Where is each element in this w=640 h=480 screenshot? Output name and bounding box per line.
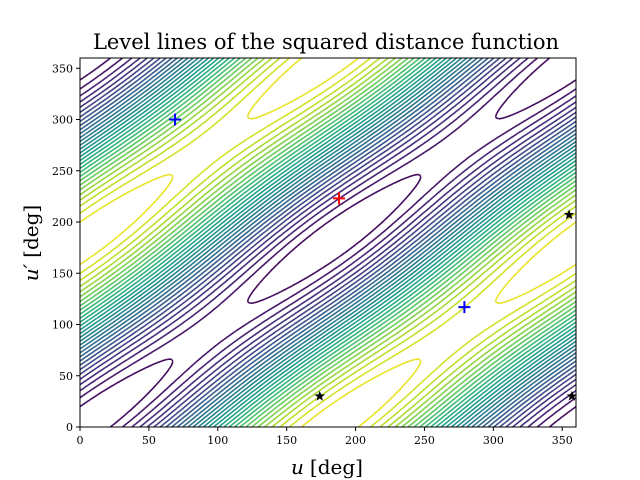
y-tick-label: 100 — [52, 319, 73, 332]
contour-level-line — [79, 57, 577, 428]
contour-level-line — [79, 57, 577, 428]
contour-level-line — [79, 57, 577, 428]
y-tick-label: 350 — [52, 62, 73, 75]
x-tick-label: 300 — [483, 434, 504, 447]
contour-level-line — [79, 57, 577, 428]
y-axis-var: u′ — [19, 263, 43, 281]
y-tick-label: 250 — [52, 165, 73, 178]
x-tick-label: 0 — [77, 434, 84, 447]
contour-level-line — [79, 57, 577, 428]
contour-level-line — [79, 57, 577, 428]
contour-level-line — [79, 57, 577, 428]
plus-marker — [169, 113, 182, 126]
contour-level-line — [79, 57, 577, 428]
contour-level-line — [79, 57, 577, 428]
x-axis-title: u [deg] — [291, 455, 363, 479]
contour-level-line — [79, 57, 577, 428]
contour-level-line — [79, 57, 577, 428]
plot-frame — [79, 57, 577, 428]
y-tick-label: 200 — [52, 216, 73, 229]
star-marker — [563, 209, 575, 220]
x-axis-unit: [deg] — [310, 455, 363, 479]
point-markers — [169, 113, 578, 401]
plus-marker — [333, 192, 346, 205]
contour-level-line — [79, 57, 577, 428]
contour-level-line — [79, 57, 577, 428]
x-tick-label: 150 — [276, 434, 297, 447]
x-tick-label: 350 — [552, 434, 573, 447]
star-marker — [314, 390, 325, 401]
x-tick-label: 100 — [207, 434, 228, 447]
contour-level-line — [79, 57, 577, 428]
plus-marker — [458, 301, 471, 314]
y-axis-title: u′ [deg] — [19, 205, 43, 281]
x-axis-var: u — [291, 455, 304, 479]
y-tick-label: 300 — [52, 114, 73, 127]
chart-title: Level lines of the squared distance func… — [93, 30, 559, 54]
x-axis-ticks: 0 50 100 150 200 250 300 350 — [77, 427, 573, 447]
star-marker — [566, 390, 578, 401]
contour-level-line — [79, 57, 577, 428]
x-tick-label: 250 — [414, 434, 435, 447]
x-tick-label: 50 — [142, 434, 156, 447]
y-tick-label: 0 — [66, 421, 73, 434]
contour-level-line — [79, 57, 577, 428]
x-tick-label: 200 — [345, 434, 366, 447]
y-axis-unit: [deg] — [19, 205, 43, 258]
y-tick-label: 150 — [52, 267, 73, 280]
contour-lines — [79, 57, 577, 428]
contour-level-line — [79, 57, 577, 428]
contour-level-line — [79, 57, 577, 428]
y-tick-label: 50 — [59, 370, 73, 383]
contour-level-line — [79, 57, 577, 428]
y-axis-ticks: 0 50 100 150 200 250 300 350 — [52, 62, 80, 434]
contour-level-line — [79, 57, 577, 428]
